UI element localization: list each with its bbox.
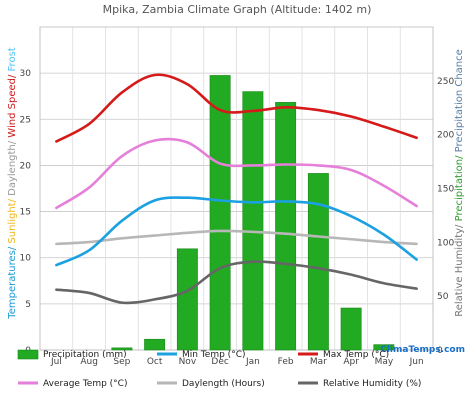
- axis-label-part: Precipitation Chance: [454, 49, 465, 152]
- x-axis-tick-label: Jan: [245, 357, 260, 367]
- legend-label: Relative Humidity (%): [323, 379, 421, 389]
- x-axis-tick-label: Oct: [147, 357, 163, 367]
- x-axis-tick-label: Feb: [278, 357, 294, 367]
- x-axis-tick-label: Apr: [343, 357, 359, 367]
- x-axis-tick-label: Sep: [113, 357, 130, 367]
- plot-frame: [39, 26, 434, 351]
- x-axis-tick-label: Dec: [211, 357, 228, 367]
- x-axis-tick-label: Aug: [80, 357, 98, 367]
- left-axis-tick-label: 5: [25, 300, 31, 310]
- axis-label-part: Frost: [7, 47, 18, 71]
- right-axis-tick-label: 0: [437, 346, 443, 356]
- right-axis-tick-label: 200: [437, 131, 454, 141]
- precipitation-bar: [111, 347, 133, 351]
- right-axis-tick-label: 250: [437, 77, 454, 87]
- precipitation-bar: [307, 173, 329, 351]
- left-axis-tick-label: 30: [20, 69, 32, 79]
- right-axis-tick-label: 100: [437, 238, 454, 248]
- daylength-line: [55, 229, 418, 246]
- right-axis-label: Relative Humidity/ Precipitation/ Precip…: [454, 49, 465, 317]
- x-axis-tick-label: Nov: [179, 357, 197, 367]
- average-temp-line: [55, 137, 418, 210]
- left-axis-tick-label: 15: [20, 208, 31, 218]
- axis-label-part: Relative Humidity/: [454, 221, 465, 316]
- precipitation-bar: [340, 307, 362, 351]
- x-axis-tick-label: Jun: [409, 357, 424, 367]
- legend-label: Average Temp (°C): [43, 379, 127, 389]
- legend-label: Max Temp (°C): [323, 350, 389, 360]
- right-axis-tick-label: 150: [437, 185, 454, 195]
- legend-label: Precipitation (mm): [43, 350, 127, 360]
- right-axis-tick-label: 50: [437, 292, 449, 302]
- lines-layer: [55, 73, 418, 305]
- left-axis-tick-label: 20: [20, 161, 32, 171]
- axis-label-part: Daylength/: [7, 138, 18, 196]
- left-axis-tick-label: 25: [20, 115, 31, 125]
- min-temp-line: [55, 196, 418, 267]
- axis-label-part: Wind Speed/: [7, 71, 18, 137]
- watermark: ClimaTemps.com: [380, 345, 465, 355]
- axis-label-part: Temperatures/: [7, 244, 18, 320]
- max-temp-line: [55, 73, 418, 143]
- left-axis-tick-label: 10: [20, 254, 32, 264]
- bars-layer: [111, 75, 395, 351]
- axis-label-part: Precipitation/: [454, 152, 465, 221]
- precipitation-bar: [242, 91, 264, 351]
- legend-label: Daylength (Hours): [182, 379, 265, 389]
- precipitation-bar: [275, 102, 297, 351]
- x-axis-tick-label: May: [375, 357, 394, 367]
- precipitation-bar: [209, 75, 231, 351]
- precipitation-bar: [373, 344, 395, 351]
- left-axis-label: Temperatures/ Sunlight/ Daylength/ Wind …: [7, 47, 18, 319]
- axes-layer: 051015202530050100150200250JulAugSepOctN…: [20, 69, 455, 367]
- legend-swatch: [17, 349, 39, 360]
- legend: Precipitation (mm) Min Temp (°C) Max Temp …: [17, 349, 421, 389]
- relative-humidity-line: [55, 260, 418, 305]
- legend-label: Min Temp (°C): [182, 350, 245, 360]
- x-axis-tick-label: Jul: [50, 357, 62, 367]
- chart-title: Mpika, Zambia Climate Graph (Altitude: 1…: [103, 3, 372, 16]
- precipitation-bar: [176, 248, 198, 351]
- axis-label-part: Sunlight/: [7, 196, 18, 244]
- grid-layer: [39, 26, 434, 351]
- x-axis-tick-label: Mar: [310, 357, 327, 367]
- precipitation-bar: [144, 338, 166, 351]
